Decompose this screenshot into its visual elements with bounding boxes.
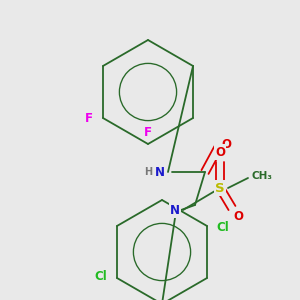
Text: N: N <box>155 166 165 178</box>
Text: O: O <box>233 209 243 223</box>
Text: S: S <box>215 182 225 194</box>
Text: F: F <box>144 125 152 139</box>
Text: Cl: Cl <box>217 221 230 235</box>
Text: F: F <box>85 112 93 124</box>
Text: O: O <box>221 137 231 151</box>
Text: Cl: Cl <box>94 269 107 283</box>
Text: O: O <box>215 146 225 158</box>
Text: CH₃: CH₃ <box>251 171 272 181</box>
Text: H: H <box>144 167 152 177</box>
Text: N: N <box>170 203 180 217</box>
